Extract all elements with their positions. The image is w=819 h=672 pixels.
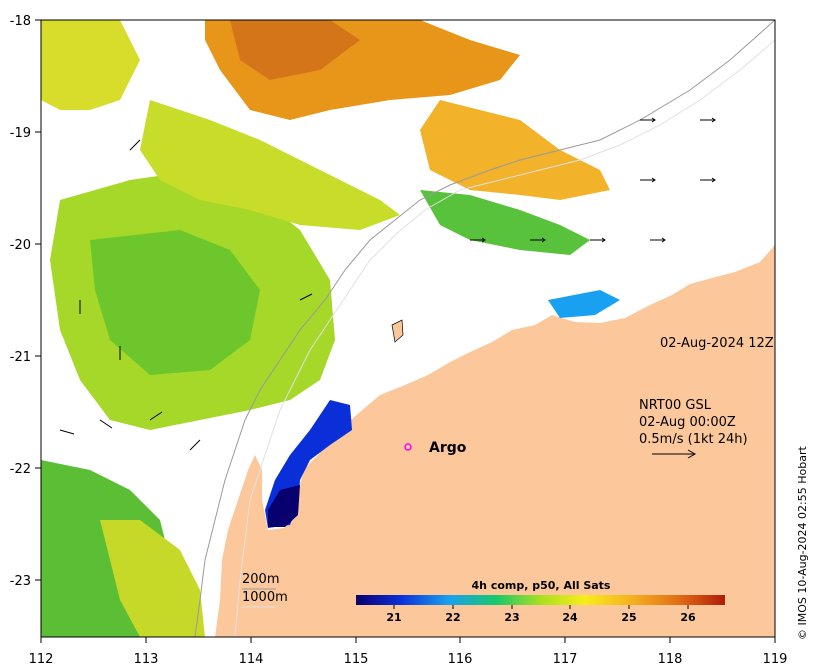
land-mass <box>215 245 775 637</box>
x-tick-label: 117 <box>553 652 578 667</box>
x-tick-label: 119 <box>763 652 788 667</box>
current-source: NRT00 GSL <box>639 398 712 413</box>
argo-marker-icon[interactable] <box>404 443 412 451</box>
current-vectors <box>59 117 716 451</box>
scale-arrow-icon <box>652 449 697 459</box>
colorbar-ticks <box>393 605 689 609</box>
map-timestamp: 02-Aug-2024 12Z <box>660 336 774 351</box>
colorbar-tick-label: 24 <box>562 611 578 624</box>
plot-frame <box>40 19 776 638</box>
sst-field-west <box>41 20 140 110</box>
current-scale: 0.5m/s (1kt 24h) <box>639 432 748 447</box>
y-axis-labels: -18 -19 -20 -21 -22 -23 <box>10 14 31 589</box>
x-tick-label: 112 <box>29 652 54 667</box>
contour-legend-200m: 200m <box>242 572 279 587</box>
x-tick-label: 114 <box>239 652 264 667</box>
contour-legend-1000m: 1000m <box>242 590 288 605</box>
island <box>391 319 404 343</box>
y-tick-label: -23 <box>10 574 31 589</box>
colorbar-tick-label: 22 <box>445 611 460 624</box>
imos-credit: © IMOS 10-Aug-2024 02:55 Hobart <box>796 446 809 640</box>
sst-field <box>41 20 775 637</box>
x-tick-label: 116 <box>448 652 473 667</box>
x-axis-ticks <box>40 637 776 643</box>
contour-1000m <box>234 39 775 637</box>
colorbar-tick-label: 23 <box>504 611 519 624</box>
x-tick-label: 118 <box>658 652 683 667</box>
colorbar <box>356 595 725 605</box>
y-tick-label: -18 <box>10 14 31 29</box>
colorbar-labels: 21 22 23 24 25 26 <box>386 611 696 624</box>
y-tick-label: -20 <box>10 238 31 253</box>
bathymetry-contours <box>194 20 775 637</box>
x-tick-label: 115 <box>344 652 369 667</box>
y-axis-ticks <box>35 19 41 581</box>
x-axis-labels: 112 113 114 115 116 117 118 119 <box>29 652 788 667</box>
x-tick-label: 113 <box>134 652 159 667</box>
argo-label: Argo <box>429 440 467 456</box>
y-tick-label: -22 <box>10 462 31 477</box>
colorbar-tick-label: 25 <box>621 611 636 624</box>
colorbar-title: 4h comp, p50, All Sats <box>472 579 611 592</box>
current-time: 02-Aug 00:00Z <box>639 415 736 430</box>
y-tick-label: -19 <box>10 126 31 141</box>
colorbar-tick-label: 26 <box>680 611 696 624</box>
y-tick-label: -21 <box>10 350 31 365</box>
colorbar-tick-label: 21 <box>386 611 401 624</box>
contour-200m <box>194 20 775 637</box>
